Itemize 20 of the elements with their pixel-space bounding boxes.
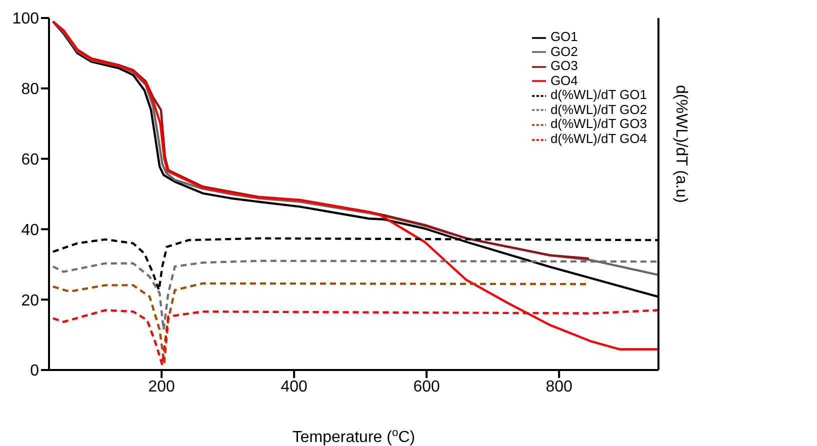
y-tick-label: 20 <box>21 292 40 310</box>
legend-label: GO4 <box>550 72 578 88</box>
legend-label: d(%WL)/dT GO1 <box>550 87 647 102</box>
legend-label: GO2 <box>550 44 578 59</box>
y2-axis-title: d(%WL)/dT (a.u) <box>672 85 690 203</box>
y-tick-label: 80 <box>21 81 40 98</box>
legend-label: d(%WL)/dT GO3 <box>550 116 647 132</box>
y-tick-label: 100 <box>12 10 40 28</box>
legend-label: GO1 <box>550 29 578 44</box>
y-tick-label: 60 <box>21 151 40 168</box>
x-tick-label: 200 <box>148 378 176 396</box>
y-tick-label: 40 <box>21 222 40 239</box>
x-tick-label: 800 <box>546 378 573 396</box>
legend-label: GO3 <box>550 58 578 74</box>
x-tick-label: 600 <box>413 378 440 396</box>
y-tick-label: 0 <box>30 362 40 380</box>
x-axis-title: Temperature ($^{o}$C) <box>292 427 416 446</box>
legend-label: d(%WL)/dT GO2 <box>550 102 647 117</box>
legend-label: d(%WL)/dT GO4 <box>550 130 647 146</box>
x-tick-label: 400 <box>280 378 308 396</box>
